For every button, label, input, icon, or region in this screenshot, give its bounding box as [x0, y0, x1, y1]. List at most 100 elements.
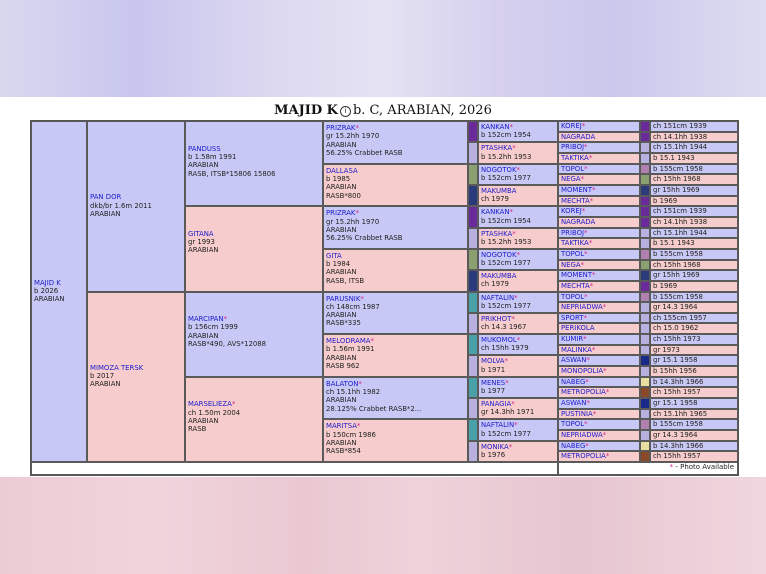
- horse-name-link[interactable]: ASWAN*: [561, 399, 590, 407]
- horse-name-text: MARITSA: [326, 422, 357, 431]
- color-swatch: [468, 163, 478, 185]
- horse-name-link[interactable]: NEGA*: [561, 261, 584, 269]
- horse-name-link[interactable]: KANKAN*: [481, 208, 555, 216]
- horse-name-link[interactable]: NEPRIADWA*: [561, 431, 606, 439]
- gen5-detail-cell: b 14.3hh 1966: [650, 376, 738, 388]
- horse-name-link[interactable]: KUMIR*: [561, 335, 587, 343]
- horse-name-link[interactable]: NEPRIADWA*: [561, 303, 606, 311]
- horse-name-link[interactable]: MENES*: [481, 379, 555, 387]
- great-grandparent-cell: GITA b 1984 ARABIAN RASB, ITSB: [323, 248, 468, 292]
- horse-name-link[interactable]: BALATON*: [326, 380, 465, 388]
- horse-detail: ARABIAN: [326, 438, 357, 447]
- horse-name-link[interactable]: MAKUMBA: [481, 187, 555, 195]
- horse-name-link[interactable]: NAFTALIN*: [481, 294, 555, 302]
- gen5-name-cell: TAKTIKA*: [558, 238, 640, 249]
- horse-name-link[interactable]: MOLVA*: [481, 357, 555, 365]
- horse-name-link[interactable]: METROPOLIA*: [561, 388, 609, 396]
- photo-available-icon: *: [605, 452, 610, 461]
- horse-name-link[interactable]: MOMENT*: [561, 186, 596, 194]
- photo-available-icon: *: [581, 122, 586, 130]
- gen4-cell: MAKUMBA ch 1979: [478, 184, 558, 207]
- horse-name-link[interactable]: PUSTINIA*: [561, 410, 596, 418]
- horse-name-link[interactable]: SPORT*: [561, 314, 587, 322]
- horse-name-link[interactable]: NEGA*: [561, 175, 584, 183]
- horse-name-link[interactable]: NOGOTOK*: [481, 251, 555, 259]
- grandparent-cell: MARSELIEZA* ch 1.50m 2004 ARABIAN RASB: [185, 376, 323, 462]
- horse-detail: RASB*854: [326, 447, 361, 456]
- horse-name-link[interactable]: MONIKA*: [481, 443, 555, 451]
- photo-available-icon: *: [512, 229, 516, 238]
- horse-name-link[interactable]: PTASHKA*: [481, 144, 555, 152]
- horse-name-link[interactable]: MECHTA*: [561, 282, 593, 290]
- horse-name-link[interactable]: PANAGIA*: [481, 400, 555, 408]
- horse-detail: b 152cm 1954: [481, 216, 531, 225]
- horse-name-link[interactable]: TOPOL*: [561, 250, 588, 258]
- photo-available-icon: *: [584, 249, 588, 258]
- horse-name-link[interactable]: PTASHKA*: [481, 230, 555, 238]
- horse-name-link[interactable]: NABEG*: [561, 442, 589, 450]
- horse-detail: b 1976: [481, 450, 506, 459]
- horse-name-link[interactable]: KOREJ*: [561, 122, 585, 130]
- horse-name-link[interactable]: MONOPOLIA*: [561, 367, 607, 375]
- horse-name-link[interactable]: MECHTA*: [561, 197, 593, 205]
- color-swatch: [640, 238, 650, 249]
- gen5-name-cell: NAGRADA: [558, 216, 640, 228]
- horse-name-link[interactable]: PRIBOJ*: [561, 229, 588, 237]
- horse-name-link[interactable]: MALINKA*: [561, 346, 595, 354]
- horse-name-link[interactable]: TOPOL*: [561, 293, 588, 301]
- horse-name-link[interactable]: MOMENT*: [561, 271, 596, 279]
- horse-name-link[interactable]: NOGOTOK*: [481, 166, 555, 174]
- horse-detail: b 156cm 1999: [188, 323, 238, 332]
- horse-name-link[interactable]: KANKAN*: [481, 123, 555, 131]
- horse-name-link[interactable]: MAKUMBA: [481, 272, 555, 280]
- photo-available-icon: *: [588, 153, 593, 162]
- horse-name-link[interactable]: MELODRAMA*: [326, 337, 465, 345]
- photo-available-icon: *: [360, 294, 364, 303]
- horse-name-link[interactable]: PRIBOJ*: [561, 143, 588, 151]
- horse-name-text: MAKUMBA: [481, 272, 517, 281]
- horse-detail: RASB*800: [326, 191, 361, 200]
- horse-name-link[interactable]: PRIKHOT*: [481, 315, 555, 323]
- horse-name-link[interactable]: NAGRADA: [561, 133, 595, 141]
- horse-name-link[interactable]: PAN DOR: [90, 193, 182, 201]
- horse-detail: RASB, ITSB*15806 15806: [188, 169, 276, 178]
- photo-available-icon: *: [511, 400, 515, 409]
- gen5-name-cell: MECHTA*: [558, 280, 640, 292]
- horse-name-link[interactable]: MARSELIEZA*: [188, 400, 320, 408]
- horse-name-link[interactable]: MARITSA*: [326, 422, 465, 430]
- horse-name-link[interactable]: PARUSNIK*: [326, 295, 465, 303]
- horse-name-link[interactable]: TAKTIKA*: [561, 239, 592, 247]
- horse-detail: RASB 962: [326, 362, 360, 371]
- horse-name-link[interactable]: MAJID K: [34, 279, 84, 287]
- horse-name-link[interactable]: PRIZRAK*: [326, 124, 465, 132]
- photo-available-icon: *: [584, 228, 588, 237]
- gen5-name-cell: PERIKOLA: [558, 323, 640, 335]
- horse-name-link[interactable]: DALLASA: [326, 167, 465, 175]
- horse-name-link[interactable]: NAFTALIN*: [481, 421, 555, 429]
- horse-name-link[interactable]: NAGRADA: [561, 218, 595, 226]
- horse-name-link[interactable]: MUKOMOL*: [481, 336, 555, 344]
- gen5-name-cell: PUSTINIA*: [558, 408, 640, 420]
- horse-name-link[interactable]: KOREJ*: [561, 207, 585, 215]
- horse-detail: b 152cm 1977: [481, 173, 531, 182]
- horse-name-link[interactable]: MIMOZA TERSK: [90, 364, 182, 372]
- gen4-cell: MONIKA* b 1976: [478, 440, 558, 462]
- info-icon[interactable]: i: [339, 106, 351, 117]
- horse-name-link[interactable]: TOPOL*: [561, 165, 588, 173]
- photo-available-icon: *: [505, 378, 509, 387]
- horse-name-link[interactable]: GITA: [326, 252, 465, 260]
- horse-name-link[interactable]: GITANA: [188, 230, 320, 238]
- horse-name-link[interactable]: TOPOL*: [561, 420, 588, 428]
- horse-name-link[interactable]: PERIKOLA: [561, 324, 595, 332]
- horse-name-link[interactable]: ASWAN*: [561, 356, 590, 364]
- gen4-cell: NAFTALIN* b 152cm 1977: [478, 419, 558, 441]
- horse-name-link[interactable]: PANDUSS: [188, 145, 320, 153]
- horse-detail: ch 14.3 1967: [481, 323, 527, 332]
- horse-name-text: KOREJ: [561, 122, 582, 130]
- photo-available-icon: *: [592, 185, 596, 194]
- horse-name-link[interactable]: MARCIPAN*: [188, 315, 320, 323]
- horse-name-link[interactable]: TAKTIKA*: [561, 154, 592, 162]
- horse-name-link[interactable]: METROPOLIA*: [561, 452, 609, 460]
- horse-name-link[interactable]: PRIZRAK*: [326, 209, 465, 217]
- horse-name-link[interactable]: NABEG*: [561, 378, 589, 386]
